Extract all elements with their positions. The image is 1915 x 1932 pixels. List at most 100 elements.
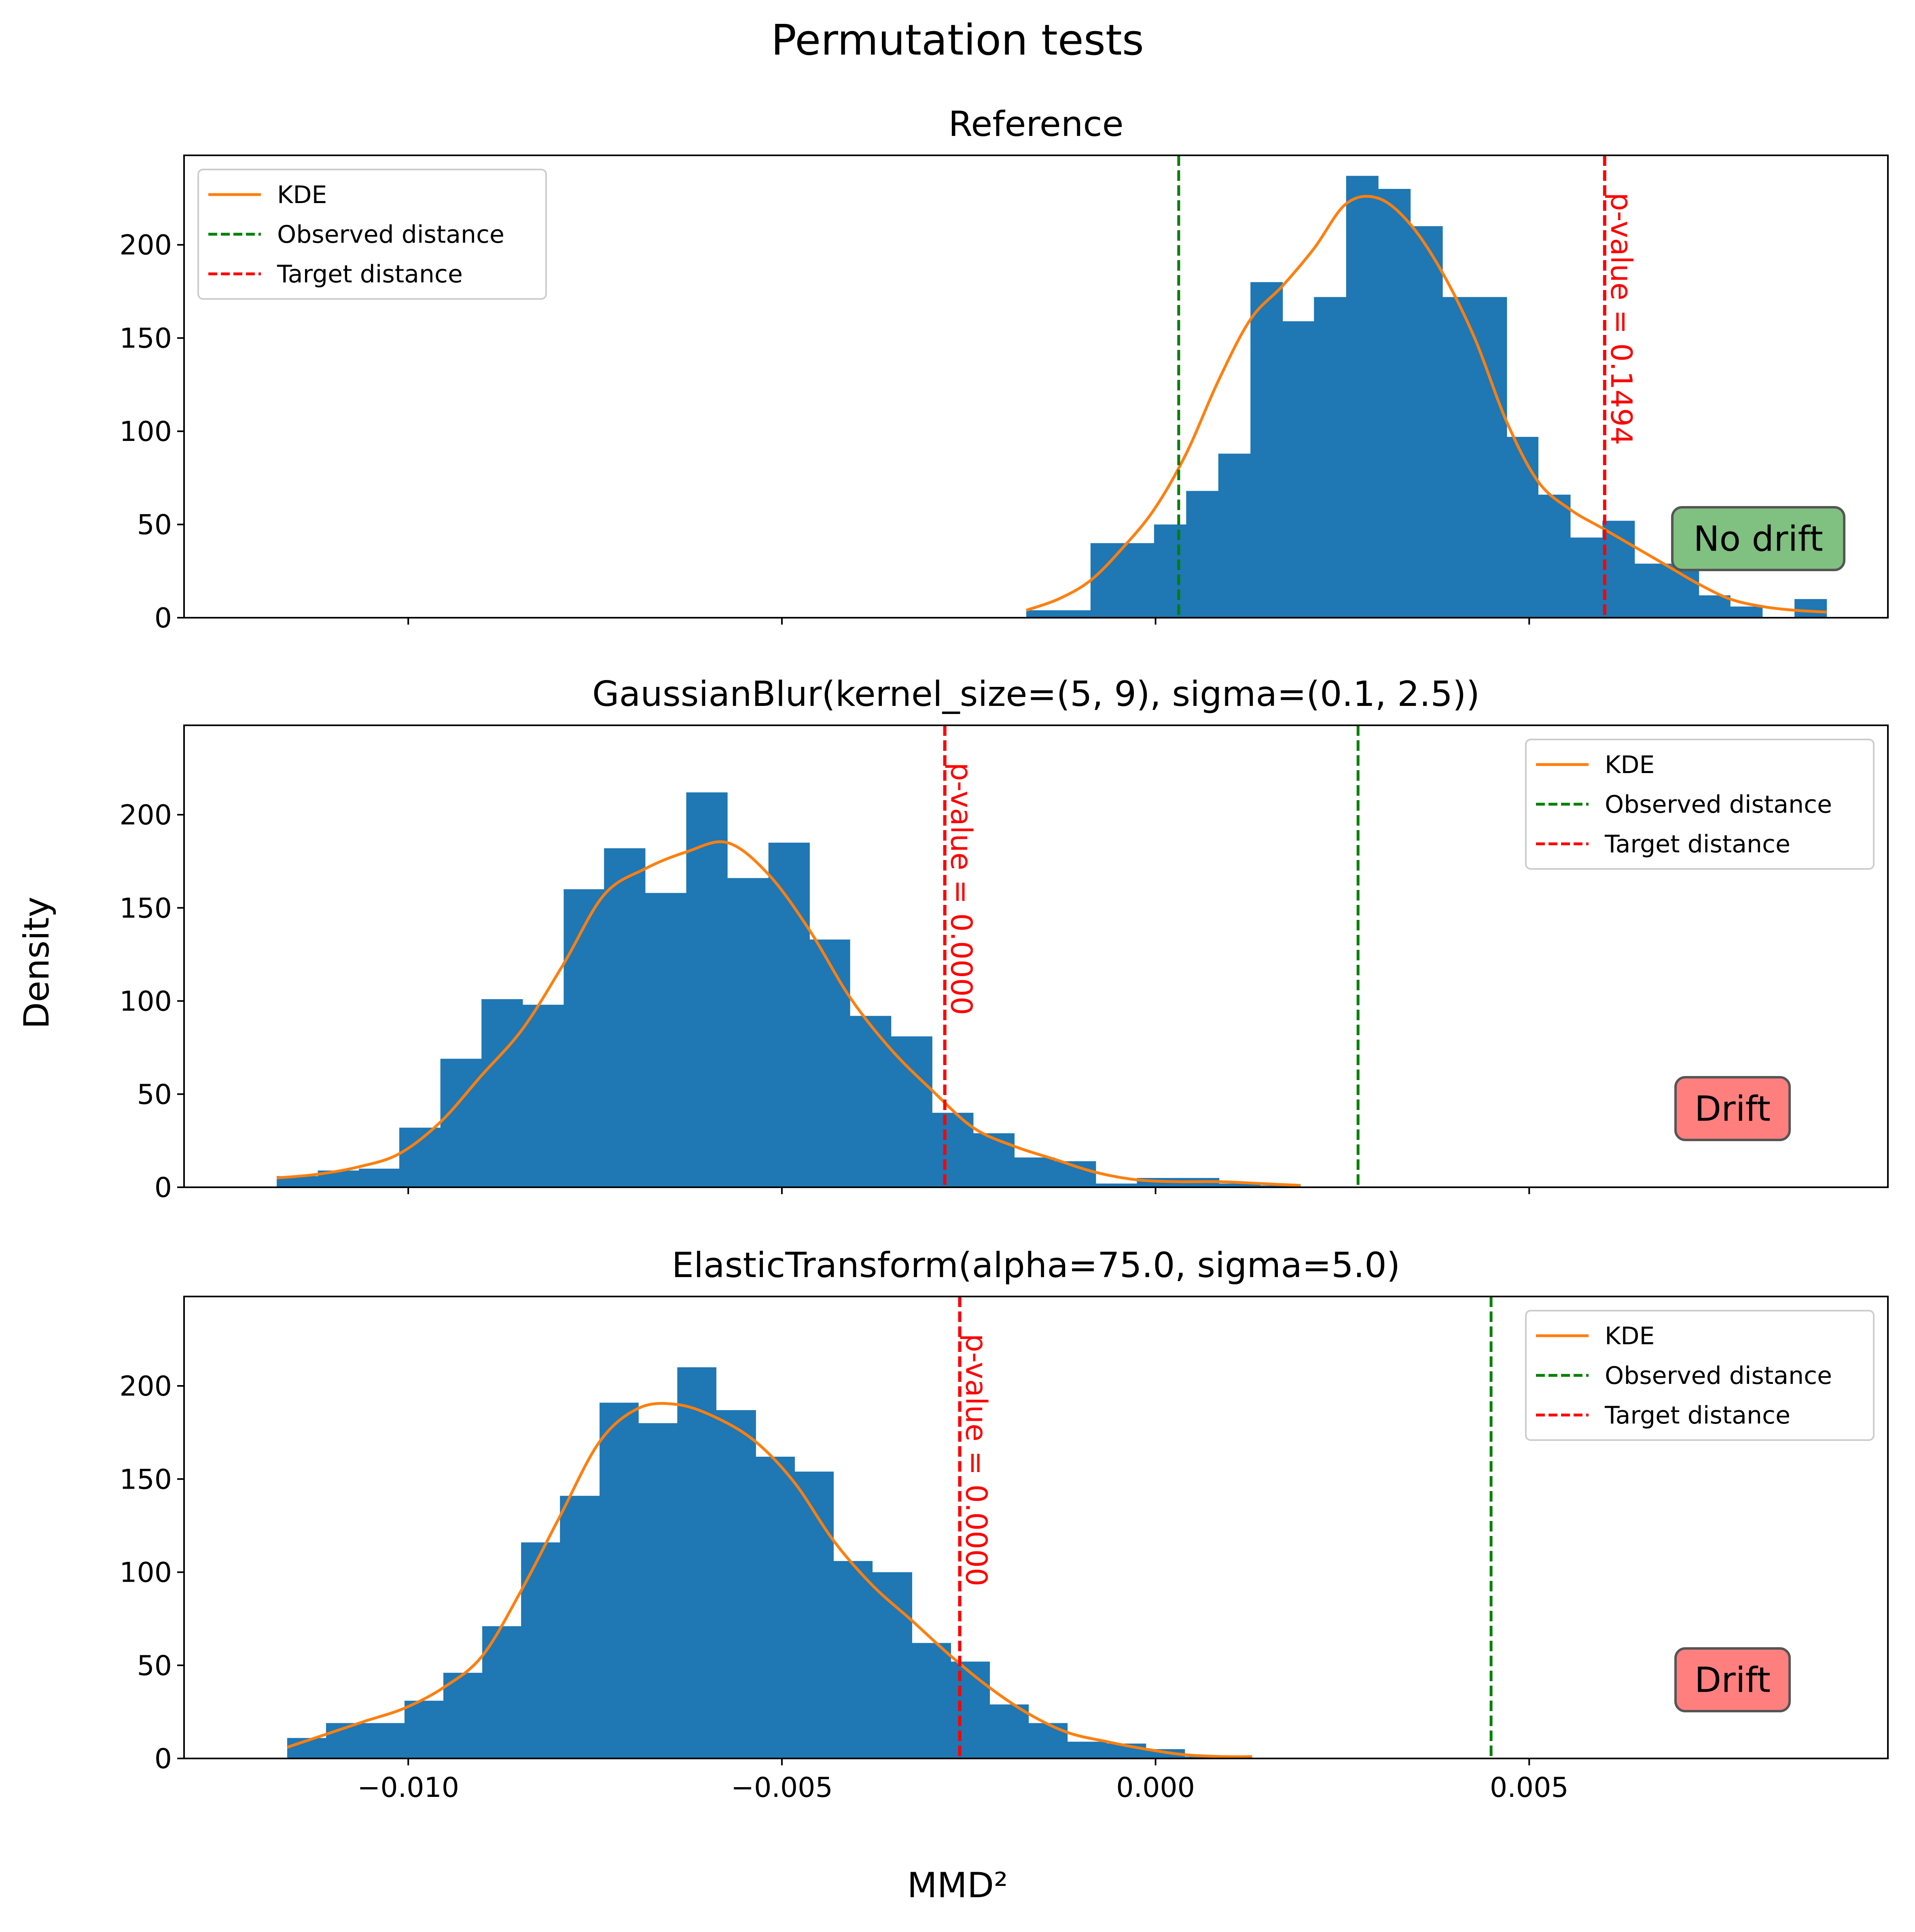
panel-3-hist-bar xyxy=(756,1457,795,1758)
panel-3-verdict-box xyxy=(1674,1647,1791,1712)
panel-3-hist-bar xyxy=(1184,1756,1224,1758)
panel-2-hist-bar xyxy=(809,939,850,1187)
panel-3: p-value = 0.0000 0 50 100 150 200 −0.010 −0.005… xyxy=(119,1245,1889,1804)
panel-1-frame xyxy=(183,155,1889,619)
panel-2-hist-bar xyxy=(481,999,523,1187)
panel-3-hist-bar xyxy=(365,1723,405,1758)
panel-3-legend-label-target-distance: Target distance xyxy=(1604,1401,1790,1430)
panel-2-plot-area xyxy=(276,725,1360,1187)
panel-2-hist-bar xyxy=(1260,1185,1301,1187)
panel-2-ytick-label: 0 xyxy=(155,1172,172,1204)
panel-1-hist-bar xyxy=(1378,189,1411,618)
panel-1-hist-bar xyxy=(1154,524,1186,618)
panel-3-hist-bar xyxy=(951,1661,990,1758)
panel-2-verdict-label: Drift xyxy=(1695,1089,1771,1129)
panel-1-hist-bar xyxy=(1186,491,1219,618)
panel-3-xtick-label: 0.000 xyxy=(1116,1772,1195,1804)
panel-3-legend: KDE Observed distance Target distance xyxy=(1525,1310,1875,1441)
panel-1-hist-bar xyxy=(1506,436,1539,618)
panel-3-p-value-label: p-value = 0.0000 xyxy=(960,1334,994,1586)
panel-1-hist-bar xyxy=(1474,297,1507,618)
panel-2-verdict-badge: Drift xyxy=(1674,1076,1791,1141)
panel-1-hist-bar xyxy=(1282,321,1314,618)
panel-3-hist-bar xyxy=(404,1701,444,1758)
panel-2-hist-bar xyxy=(686,792,728,1187)
panel-2-legend-label-target-distance: Target distance xyxy=(1604,830,1790,858)
panel-2-hist-bar xyxy=(768,843,810,1187)
panel-2-verdict-box xyxy=(1674,1076,1791,1141)
panel-1-hist-bar xyxy=(1090,543,1155,618)
panel-1-ytick-label: 100 xyxy=(119,416,172,448)
panel-2-ytick-label: 100 xyxy=(119,986,172,1018)
panel-3-hist-bar xyxy=(912,1643,951,1758)
panel-1-hist-bar xyxy=(1730,606,1763,618)
panel-1-ytick-label: 0 xyxy=(155,602,172,634)
panel-1-hist-bar xyxy=(1410,226,1443,618)
panel-1-plot-area xyxy=(1025,155,1827,618)
panel-3-hist-bar xyxy=(833,1561,873,1758)
panel-3-xtick-label: −0.005 xyxy=(731,1772,833,1804)
panel-2-hist-bar xyxy=(563,889,604,1187)
panel-3-kde-line xyxy=(286,1402,1252,1758)
panel-2-hist-bar xyxy=(1219,1183,1260,1187)
panel-3-hist-bar xyxy=(599,1402,639,1758)
panel-1-hist-bar xyxy=(1218,453,1251,618)
panel-1-hist-bar xyxy=(1026,610,1091,618)
panel-1-hist-bar xyxy=(1794,599,1827,618)
panel-2-legend-box xyxy=(1525,739,1875,870)
panel-2-legend-label-observed-distance: Observed distance xyxy=(1605,790,1832,819)
panel-3-hist-bar xyxy=(872,1572,912,1758)
panel-1: p-value = 0.1494 0 50 100 150 200 Reference KDE… xyxy=(119,104,1889,634)
panel-2-hist-bar xyxy=(1095,1183,1137,1187)
panel-2-legend: KDE Observed distance Target distance xyxy=(1525,739,1875,870)
panel-3-xtick-label: −0.010 xyxy=(357,1772,459,1804)
panel-3-ytick-label: 0 xyxy=(155,1743,172,1775)
panel-3-legend-label-observed-distance: Observed distance xyxy=(1605,1362,1832,1390)
panel-1-ytick-label: 50 xyxy=(137,509,172,541)
panel-2: p-value = 0.0000 0 50 100 150 200 GaussianBlur… xyxy=(119,674,1889,1204)
panel-3-verdict-label: Drift xyxy=(1695,1660,1771,1701)
panel-2-ytick-label: 150 xyxy=(119,892,172,924)
panel-1-kde-line xyxy=(1025,195,1827,614)
panel-1-hist-bar xyxy=(1346,176,1379,618)
panel-1-hist-bar xyxy=(1699,595,1731,618)
panel-3-verdict-badge: Drift xyxy=(1674,1647,1791,1712)
panel-2-hist-bar xyxy=(440,1059,482,1187)
panel-3-hist-bar xyxy=(1028,1723,1068,1758)
panel-3-hist-bar xyxy=(677,1367,716,1758)
subplot-panels: p-value = 0.1494 0 50 100 150 200 Reference KDE… xyxy=(119,104,1889,1804)
panel-1-verdict-box xyxy=(1671,506,1845,571)
panel-3-title: ElasticTransform(alpha=75.0, sigma=5.0) xyxy=(672,1245,1400,1286)
panel-3-ytick-label: 200 xyxy=(119,1371,172,1402)
panel-1-title: Reference xyxy=(948,104,1123,144)
panel-2-hist-bar xyxy=(932,1112,974,1187)
panel-2-kde-line xyxy=(276,840,1301,1187)
panel-3-ytick-label: 100 xyxy=(119,1557,172,1589)
panel-2-ytick-label: 50 xyxy=(137,1079,172,1111)
panel-2-hist-bar xyxy=(973,1133,1015,1187)
panel-3-hist-bar xyxy=(521,1542,560,1758)
panel-2-hist-bar xyxy=(645,893,687,1187)
panel-1-ytick-label: 200 xyxy=(119,229,172,261)
panel-2-hist-bar xyxy=(727,878,769,1187)
panel-1-hist-bar xyxy=(1570,537,1603,618)
panel-3-legend-label-kde: KDE xyxy=(1605,1322,1654,1350)
panel-3-hist-bar xyxy=(560,1496,600,1758)
panel-3-ytick-label: 150 xyxy=(119,1464,172,1496)
panel-1-legend-label-kde: KDE xyxy=(277,181,327,209)
panel-3-hist-bar xyxy=(638,1423,678,1758)
panel-1-hist-bar xyxy=(1442,297,1475,618)
panel-3-xtick-label: 0.005 xyxy=(1490,1772,1569,1804)
panel-2-hist-bar xyxy=(1014,1157,1055,1187)
panel-3-plot-area xyxy=(286,1296,1493,1758)
panel-2-hist-bar xyxy=(359,1168,400,1187)
panel-2-hist-bar xyxy=(850,1016,892,1187)
panel-2-frame xyxy=(183,724,1889,1188)
panel-1-hist-bar xyxy=(1538,494,1571,618)
panel-1-verdict-badge: No drift xyxy=(1671,506,1845,571)
figure-ylabel: Density xyxy=(17,897,57,1029)
panel-3-legend-box xyxy=(1525,1310,1875,1441)
panel-3-hist-bar xyxy=(989,1704,1029,1758)
